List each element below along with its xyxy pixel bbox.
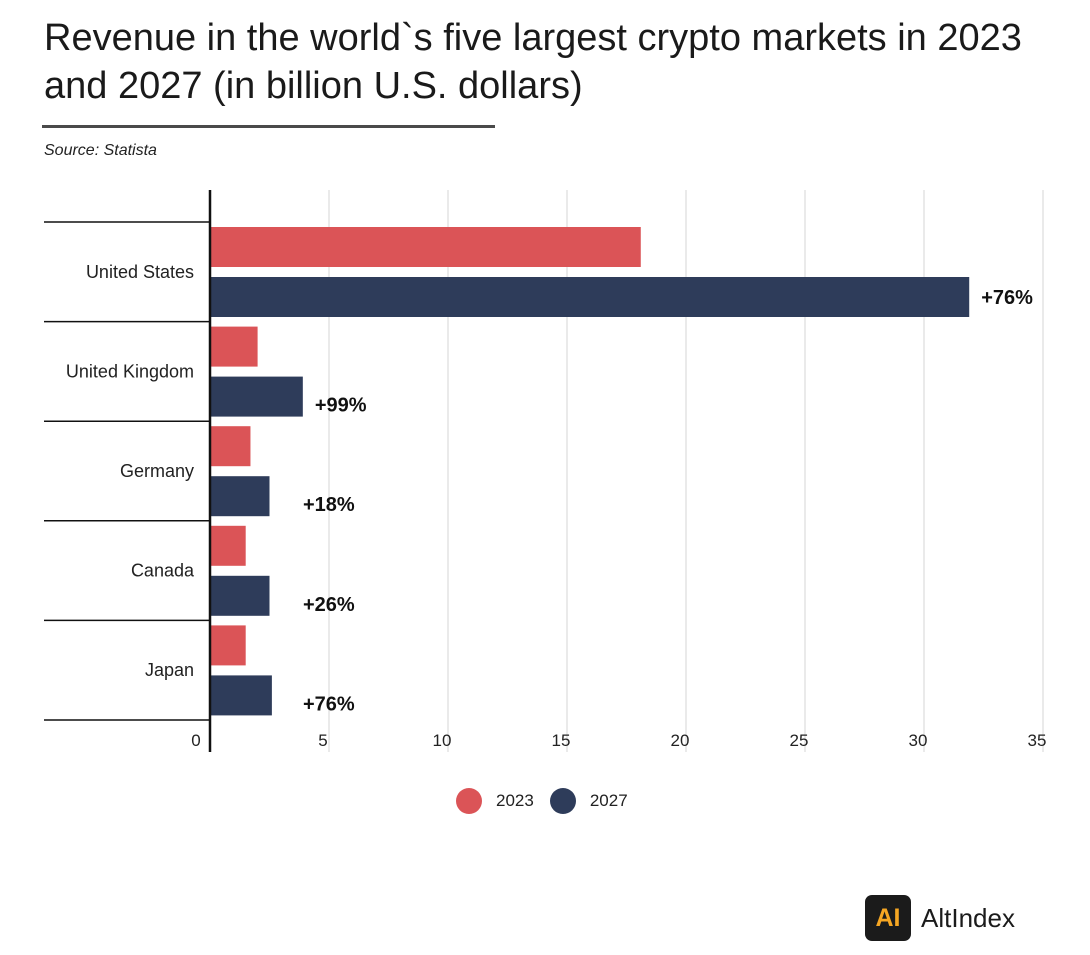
x-tick-label-10: 10 [433,731,452,750]
legend-swatch-2023 [456,788,482,814]
bar-2027-4 [210,675,272,716]
category-label-4: Japan [145,660,194,680]
bar-2027-0 [210,277,970,317]
bar-2023-0 [210,227,641,267]
brand-logo: AI AltIndex [865,895,1015,941]
brand-name: AltIndex [921,902,1015,933]
chart-title: Revenue in the world`s five largest cryp… [44,17,1022,107]
x-tick-label-35: 35 [1028,731,1047,750]
growth-label-0: +76% [981,287,1033,309]
growth-label-3: +26% [303,594,355,616]
x-tick-label-25: 25 [790,731,809,750]
brand-mark-icon: AI [865,895,911,941]
legend-item-2027: 2027 [549,788,628,814]
category-label-0: United States [86,262,194,282]
x-tick-label-20: 20 [671,731,690,750]
legend-label-2027: 2027 [589,791,628,810]
chart-legend: 2023 2027 [456,788,644,814]
bar-2023-3 [210,525,246,566]
bar-2027-2 [210,476,270,517]
title-divider [42,125,495,128]
growth-label-1: +99% [315,395,367,417]
growth-label-2: +18% [303,494,355,516]
legend-item-2023: 2023 [456,788,534,814]
bar-2023-1 [210,326,258,367]
category-label-3: Canada [131,561,195,581]
x-tick-label-30: 30 [909,731,928,750]
bar-2027-1 [210,376,303,417]
chart-source: Source: Statista [44,142,157,159]
bar-2023-4 [210,625,246,666]
x-tick-label-15: 15 [552,731,571,750]
category-label-2: Germany [120,461,194,481]
legend-label-2023: 2023 [496,791,534,810]
growth-label-4: +76% [303,693,355,715]
bar-2023-2 [210,426,251,467]
x-tick-label-5: 5 [318,731,327,750]
bar-2027-3 [210,575,270,616]
legend-swatch-2027 [549,788,576,814]
category-label-1: United Kingdom [66,361,194,381]
x-tick-label-0: 0 [191,731,200,750]
